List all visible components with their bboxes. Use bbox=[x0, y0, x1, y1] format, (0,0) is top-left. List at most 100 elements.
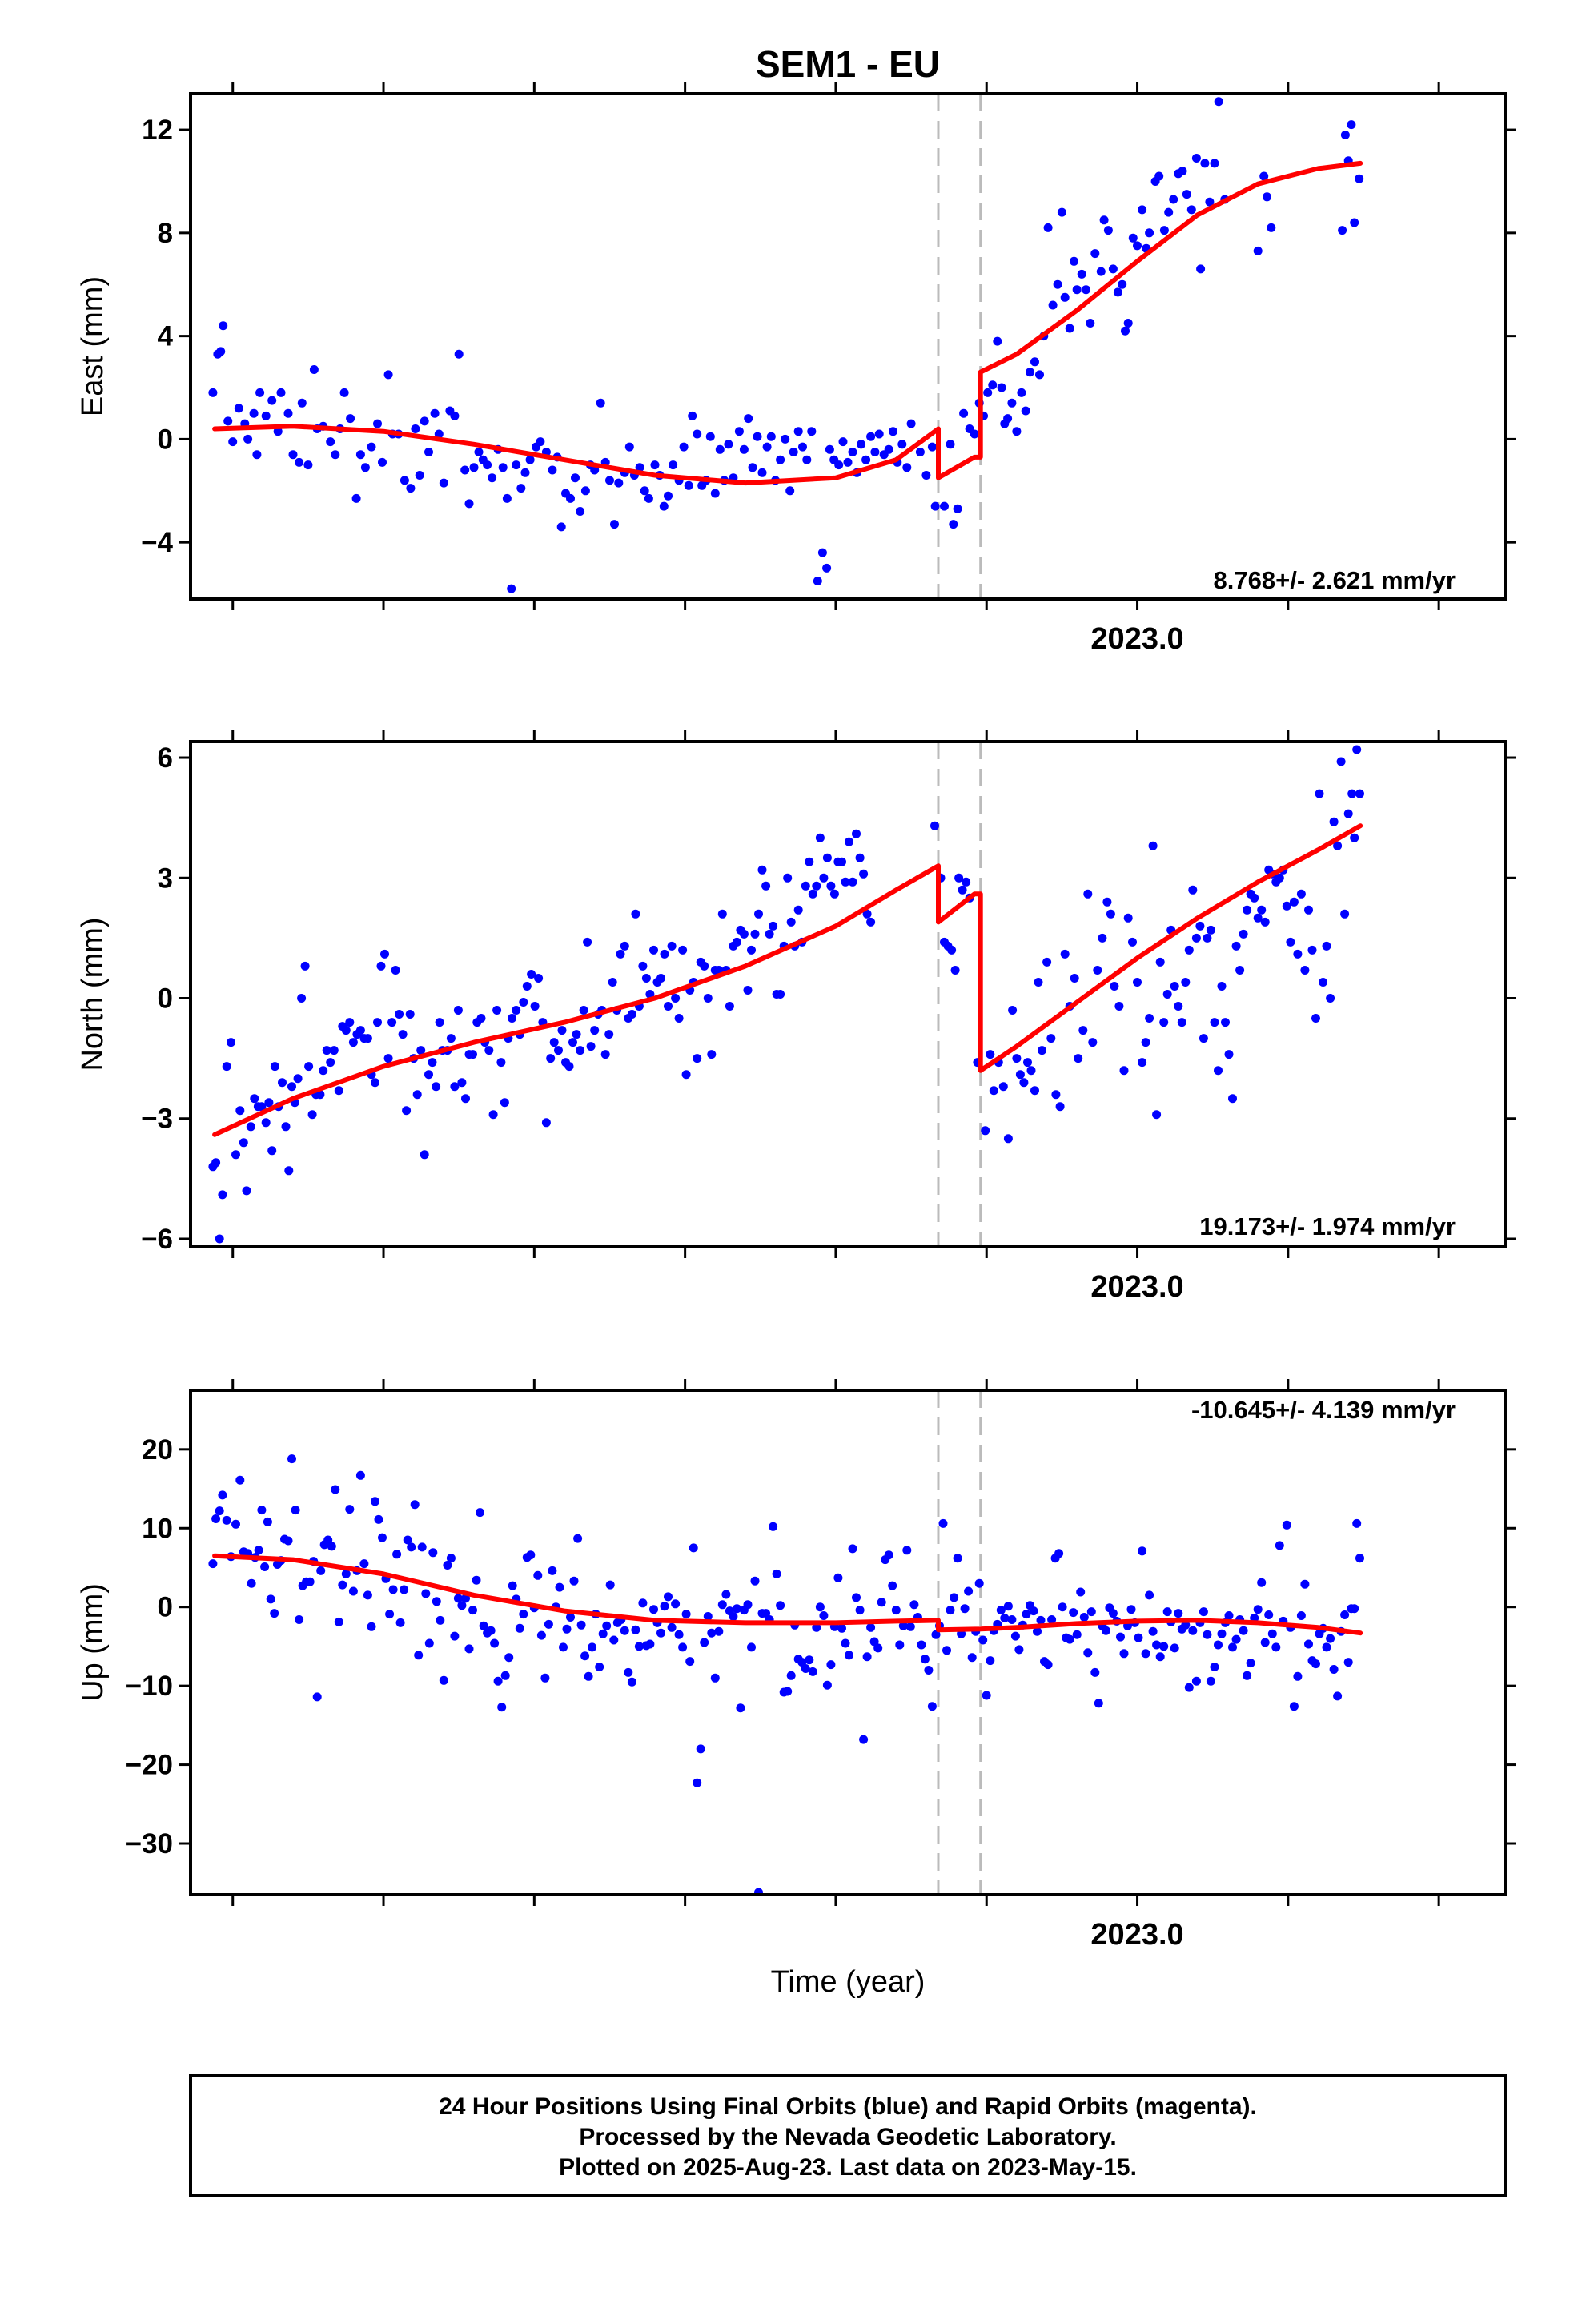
y-tick-label: 4 bbox=[158, 321, 174, 352]
data-point bbox=[519, 1610, 528, 1619]
data-point bbox=[1170, 1643, 1179, 1653]
data-point bbox=[586, 1042, 596, 1051]
plot-frame bbox=[189, 1389, 1507, 1896]
data-point bbox=[848, 1544, 857, 1554]
footer-line-1: 24 Hour Positions Using Final Orbits (bl… bbox=[439, 2093, 1257, 2120]
data-point bbox=[403, 1535, 412, 1545]
data-point bbox=[1141, 1038, 1150, 1047]
data-point bbox=[1352, 1518, 1362, 1528]
data-point bbox=[950, 1593, 959, 1602]
y-axis-label: Up (mm) bbox=[76, 1583, 110, 1702]
data-point bbox=[1023, 1058, 1032, 1068]
data-point bbox=[398, 1030, 408, 1039]
data-point bbox=[219, 321, 228, 331]
data-point bbox=[635, 463, 644, 472]
data-point bbox=[927, 442, 937, 452]
data-point bbox=[428, 1058, 437, 1068]
y-tick-label: −10 bbox=[126, 1671, 173, 1702]
data-point bbox=[829, 889, 839, 899]
data-point bbox=[714, 1626, 724, 1636]
y-tick-label: 20 bbox=[142, 1434, 173, 1466]
data-point bbox=[522, 982, 532, 991]
data-point bbox=[721, 1590, 731, 1599]
data-point bbox=[270, 1062, 279, 1072]
data-point bbox=[348, 1038, 358, 1047]
data-point bbox=[679, 442, 689, 452]
data-point bbox=[512, 460, 521, 470]
data-point bbox=[1054, 1549, 1064, 1558]
data-point bbox=[1300, 1579, 1310, 1589]
data-point bbox=[962, 877, 971, 887]
data-point bbox=[631, 1625, 640, 1634]
data-point bbox=[1046, 1034, 1056, 1043]
data-point bbox=[1015, 1070, 1025, 1080]
data-point bbox=[1012, 1054, 1022, 1063]
data-point bbox=[534, 974, 544, 983]
data-point bbox=[260, 1562, 270, 1571]
data-point bbox=[1155, 957, 1165, 967]
y-tick-label: 0 bbox=[158, 424, 173, 455]
data-point bbox=[391, 966, 400, 975]
y-tick-label: −3 bbox=[141, 1104, 173, 1135]
data-point bbox=[1065, 1634, 1074, 1644]
data-point bbox=[946, 1606, 955, 1615]
data-point bbox=[1311, 1014, 1320, 1023]
data-point bbox=[583, 937, 592, 947]
data-point bbox=[1293, 949, 1303, 959]
data-point bbox=[705, 432, 715, 441]
data-point bbox=[571, 473, 580, 483]
data-point bbox=[548, 1566, 557, 1575]
data-point bbox=[848, 448, 857, 456]
data-point bbox=[1352, 745, 1362, 754]
data-point bbox=[861, 455, 871, 464]
x-tick-label: 2023.0 bbox=[1090, 1270, 1183, 1304]
plot-area bbox=[208, 1390, 1364, 1895]
data-point bbox=[410, 1500, 420, 1510]
data-point bbox=[520, 468, 530, 477]
data-point bbox=[486, 1626, 496, 1635]
data-point bbox=[516, 484, 526, 493]
data-point bbox=[801, 1664, 810, 1673]
data-point bbox=[457, 1078, 467, 1088]
x-axis-label: Time (year) bbox=[771, 1965, 926, 1999]
data-point bbox=[500, 1098, 509, 1108]
data-point bbox=[1210, 159, 1219, 168]
data-point bbox=[982, 1691, 991, 1700]
data-point bbox=[949, 520, 958, 529]
data-point bbox=[783, 873, 793, 883]
data-point bbox=[1191, 154, 1201, 163]
data-point bbox=[1263, 192, 1271, 202]
data-point bbox=[246, 1122, 255, 1132]
data-point bbox=[1159, 1642, 1169, 1651]
data-point bbox=[732, 937, 741, 947]
data-point bbox=[371, 1497, 379, 1506]
data-point bbox=[533, 1570, 543, 1580]
data-point bbox=[859, 869, 869, 879]
data-point bbox=[435, 1018, 444, 1027]
data-point bbox=[500, 1671, 510, 1680]
data-point bbox=[866, 1622, 876, 1632]
data-point bbox=[555, 1582, 564, 1592]
data-point bbox=[1282, 901, 1291, 911]
data-point bbox=[1257, 905, 1267, 915]
data-point bbox=[793, 427, 803, 436]
data-point bbox=[504, 1653, 514, 1663]
data-point bbox=[1304, 1639, 1313, 1649]
data-point bbox=[512, 1006, 521, 1015]
data-point bbox=[339, 388, 349, 397]
y-tick-label: 10 bbox=[142, 1513, 173, 1544]
data-point bbox=[315, 1090, 325, 1100]
data-point bbox=[1103, 226, 1113, 235]
model-fit-line bbox=[212, 1553, 1363, 1636]
data-point bbox=[889, 427, 897, 436]
data-point bbox=[360, 463, 370, 472]
data-point bbox=[508, 1014, 516, 1023]
data-point bbox=[507, 584, 516, 593]
data-point bbox=[649, 945, 658, 955]
data-point bbox=[305, 1577, 315, 1586]
data-point bbox=[974, 1578, 984, 1588]
data-point bbox=[497, 1703, 507, 1712]
data-point bbox=[1102, 897, 1112, 907]
data-point bbox=[1329, 1665, 1339, 1674]
data-point bbox=[707, 1628, 717, 1638]
